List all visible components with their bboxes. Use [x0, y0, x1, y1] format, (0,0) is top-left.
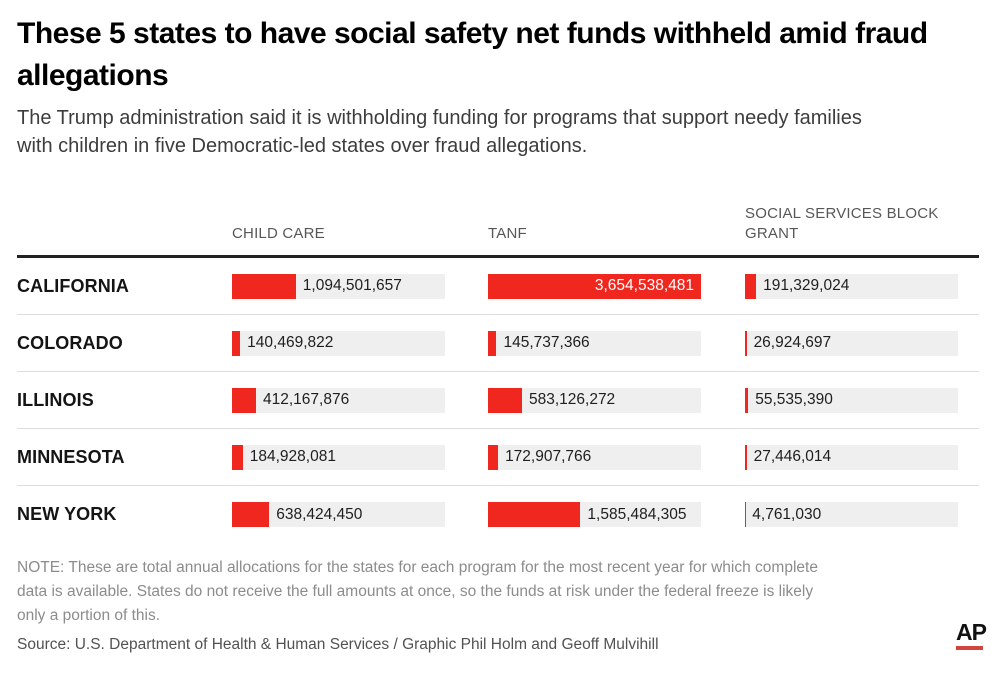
bar-cell: 27,446,014: [745, 444, 979, 470]
bar-fill: [232, 330, 241, 356]
ap-logo-underline: [956, 646, 983, 650]
bar-cell: 583,126,272: [488, 387, 745, 413]
ap-logo: AP: [956, 619, 987, 650]
bar-cell: 26,924,697: [745, 330, 979, 356]
bar-value-label: 638,424,450: [276, 505, 363, 523]
bar-track: 583,126,272: [488, 387, 701, 413]
bar-value-label: 191,329,024: [763, 277, 850, 294]
state-label: MINNESOTA: [17, 446, 125, 467]
source-text: Source: U.S. Department of Health & Huma…: [17, 636, 659, 653]
bar-cell: 1,585,484,305: [488, 502, 745, 527]
bar-track: 3,654,538,481: [488, 273, 701, 299]
bar-value-label: 412,167,876: [263, 391, 350, 408]
bar-track: 55,535,390: [745, 387, 958, 413]
bar-value-label: 583,126,272: [528, 391, 616, 408]
bar-fill: [232, 273, 296, 299]
column-header-child-care: CHILD CARE: [232, 225, 325, 242]
bar-value-label: 145,737,366: [503, 334, 590, 351]
bar-cell: 4,761,030: [745, 502, 979, 527]
table-row: ILLINOIS 412,167,876 583,126,272 55,535,390: [17, 372, 979, 429]
bar-track: 638,424,450: [232, 502, 445, 527]
header-cell-empty: [17, 244, 227, 255]
state-label: ILLINOIS: [17, 389, 94, 410]
bar-fill: [745, 330, 747, 356]
bar-track: 1,585,484,305: [488, 502, 701, 527]
bar-value-label: 55,535,390: [755, 391, 833, 408]
bar-cell: 140,469,822: [232, 330, 488, 356]
bar-fill: [488, 273, 701, 299]
bar-cell: 638,424,450: [232, 502, 488, 527]
bar-fill: [745, 444, 747, 470]
chart-rows: CALIFORNIA 1,094,501,657 3,654,538,481 191,…: [17, 258, 979, 543]
bar-value-label: 184,928,081: [249, 448, 336, 465]
bar-value-label: 1,585,484,305: [587, 505, 687, 523]
bar-track: 27,446,014: [745, 444, 958, 470]
bar-value-label: 140,469,822: [247, 334, 334, 351]
bar-value-label: 3,654,538,481: [594, 277, 694, 294]
bar-value-label: 1,094,501,657: [302, 277, 402, 294]
bar-cell: 1,094,501,657: [232, 273, 488, 299]
bar-fill: [745, 273, 757, 299]
bar-track: 145,737,366: [488, 330, 701, 356]
bar-track: 4,761,030: [745, 502, 958, 527]
bar-cell: 172,907,766: [488, 444, 745, 470]
bar-fill: [745, 387, 749, 413]
bar-cell: 412,167,876: [232, 387, 488, 413]
bar-fill: [232, 387, 257, 413]
bar-track: 140,469,822: [232, 330, 445, 356]
state-label: CALIFORNIA: [17, 275, 129, 296]
note-text: NOTE: These are total annual allocations…: [17, 559, 818, 624]
bar-track: 412,167,876: [232, 387, 445, 413]
bar-track: 172,907,766: [488, 444, 701, 470]
bar-track: 26,924,697: [745, 330, 958, 356]
bar-value-label: 26,924,697: [753, 334, 832, 351]
bar-track: 191,329,024: [745, 273, 958, 299]
bar-cell: 145,737,366: [488, 330, 745, 356]
page-subtitle: The Trump administration said it is with…: [17, 107, 862, 157]
bar-fill: [232, 502, 270, 527]
bar-cell: 191,329,024: [745, 273, 979, 299]
ap-logo-text: AP: [956, 619, 987, 645]
bar-cell: 184,928,081: [232, 444, 488, 470]
table-row: MINNESOTA 184,928,081 172,907,766 27,446,01…: [17, 429, 979, 486]
bar-cell: 55,535,390: [745, 387, 979, 413]
bar-fill: [488, 387, 522, 413]
bar-fill: [745, 502, 746, 527]
table-row: CALIFORNIA 1,094,501,657 3,654,538,481 191,…: [17, 258, 979, 315]
state-label: COLORADO: [17, 332, 123, 353]
bar-fill: [488, 330, 497, 356]
bar-value-label: 172,907,766: [505, 448, 592, 465]
bar-value-label: 27,446,014: [753, 448, 832, 465]
column-header-ssbg: SOCIAL SERVICES BLOCK GRANT: [745, 205, 939, 242]
bar-fill: [488, 502, 581, 527]
bar-fill: [488, 444, 499, 470]
bar-fill: [232, 444, 243, 470]
column-header-tanf: TANF: [488, 225, 527, 242]
state-label: NEW YORK: [17, 504, 117, 524]
table-header-row: CHILD CARE TANF SOCIAL SERVICES BLOCK GR…: [17, 196, 979, 258]
bar-track: 184,928,081: [232, 444, 445, 470]
table-row: COLORADO 140,469,822 145,737,366 26,924,697: [17, 315, 979, 372]
bar-track: 1,094,501,657: [232, 273, 445, 299]
page-title: These 5 states to have social safety net…: [17, 17, 928, 92]
bar-cell: 3,654,538,481: [488, 273, 745, 299]
bar-value-label: 4,761,030: [752, 505, 822, 523]
bar-chart-table: CHILD CARE TANF SOCIAL SERVICES BLOCK GR…: [17, 196, 979, 543]
table-row: NEW YORK 638,424,450 1,585,484,305 4,761,03…: [17, 486, 979, 543]
